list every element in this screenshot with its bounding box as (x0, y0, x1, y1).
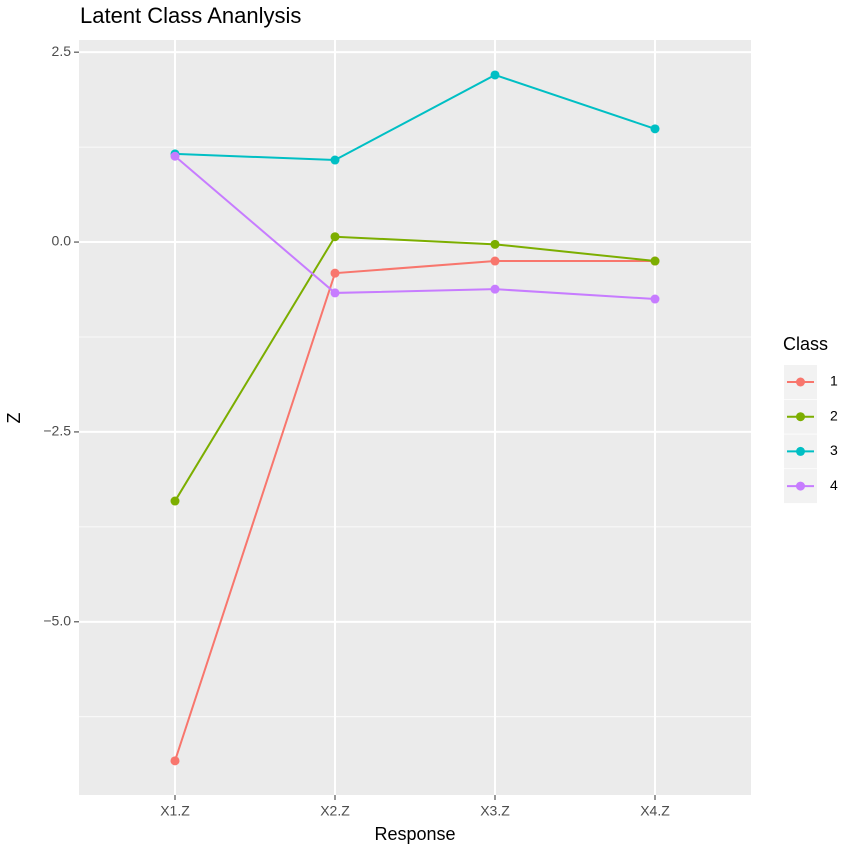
point (330, 155, 340, 165)
series-line (174, 260, 655, 762)
point (490, 256, 500, 266)
y-tick-label: 2.5 (52, 43, 72, 59)
series-line (174, 73, 656, 162)
point (650, 124, 660, 134)
chart-title: Latent Class Ananlysis (80, 3, 301, 28)
legend-point (796, 377, 805, 387)
point (650, 256, 660, 266)
point (170, 496, 180, 506)
legend-label: 1 (830, 373, 838, 389)
series-line (174, 155, 656, 301)
series-line (174, 235, 656, 502)
point (490, 70, 500, 80)
legend-point (796, 446, 805, 456)
y-tick-label: −5.0 (43, 613, 71, 629)
panel (79, 40, 751, 795)
point (170, 151, 180, 161)
point (330, 288, 340, 298)
y-axis-label: Z (4, 413, 24, 424)
legend-point (796, 481, 805, 491)
legend-label: 2 (830, 407, 838, 423)
legend-label: 3 (830, 442, 838, 458)
legend-point (796, 412, 805, 422)
y-tick-label: 0.0 (52, 233, 72, 249)
x-tick-label: X2.Z (320, 803, 350, 819)
point (490, 284, 500, 294)
x-tick-label: X1.Z (160, 803, 190, 819)
point (650, 294, 660, 304)
x-tick-label: X4.Z (640, 803, 670, 819)
point (330, 268, 340, 278)
legend-label: 4 (830, 477, 838, 493)
x-tick-label: X3.Z (480, 803, 510, 819)
y-tick-label: −2.5 (43, 423, 71, 439)
legend-title: Class (783, 334, 828, 354)
point (330, 232, 340, 242)
x-axis-label: Response (374, 824, 455, 844)
point (490, 239, 500, 249)
point (170, 756, 180, 766)
